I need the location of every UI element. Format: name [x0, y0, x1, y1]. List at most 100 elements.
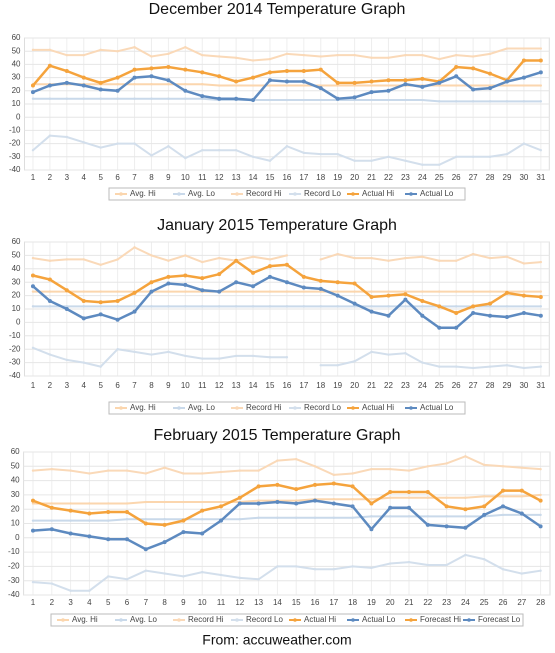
data-point — [369, 501, 374, 506]
legend-label: Actual Hi — [362, 403, 394, 412]
data-point — [116, 97, 119, 100]
legend-marker — [351, 406, 355, 410]
x-tick-label: 9 — [166, 381, 171, 390]
data-point — [353, 290, 356, 293]
x-tick-label: 14 — [249, 381, 258, 390]
data-point — [539, 493, 542, 497]
data-point — [471, 304, 476, 309]
data-point — [301, 79, 306, 84]
legend-marker — [409, 192, 413, 196]
x-tick-label: 23 — [401, 173, 410, 182]
data-point — [47, 83, 52, 88]
data-point — [454, 259, 458, 262]
data-point — [421, 53, 424, 57]
data-point — [69, 519, 72, 522]
data-point — [438, 365, 441, 368]
data-point — [125, 502, 129, 505]
data-point — [149, 280, 154, 285]
legend-marker — [119, 192, 123, 196]
x-tick-label: 9 — [181, 598, 186, 607]
data-point — [438, 57, 441, 61]
data-point — [201, 83, 204, 86]
data-point — [332, 516, 335, 519]
data-point — [404, 159, 407, 162]
data-point — [184, 97, 187, 100]
data-point — [294, 501, 299, 506]
legend-label: Record Lo — [304, 189, 341, 198]
data-point — [538, 524, 543, 529]
data-point — [184, 46, 187, 49]
legend-marker — [235, 192, 239, 196]
data-point — [162, 522, 167, 527]
data-point — [64, 288, 69, 293]
data-point — [370, 159, 373, 162]
data-point — [268, 159, 272, 162]
data-point — [488, 100, 492, 103]
data-point — [521, 293, 526, 298]
legend-marker — [351, 618, 355, 622]
data-point — [483, 495, 486, 498]
data-point — [488, 301, 493, 306]
data-point — [420, 298, 425, 303]
x-tick-label: 3 — [65, 173, 70, 182]
legend-marker — [61, 618, 65, 622]
data-point — [48, 259, 52, 262]
data-point — [420, 313, 425, 318]
data-point — [116, 348, 119, 351]
x-tick-label: 28 — [486, 381, 495, 390]
data-point — [336, 84, 339, 87]
data-point — [539, 467, 542, 471]
data-point — [267, 70, 272, 75]
data-point — [389, 562, 392, 565]
data-point — [219, 573, 223, 577]
x-tick-label: 8 — [149, 173, 154, 182]
data-point — [183, 273, 188, 278]
data-point — [234, 96, 239, 101]
y-tick-label: 60 — [12, 237, 21, 246]
x-tick-label: 27 — [517, 598, 526, 607]
data-point — [30, 90, 35, 95]
data-point — [167, 83, 170, 86]
series-line — [33, 513, 541, 522]
data-point — [471, 290, 475, 293]
x-tick-label: 16 — [282, 173, 291, 182]
x-tick-label: 13 — [232, 173, 241, 182]
x-tick-label: 4 — [82, 381, 87, 390]
data-point — [200, 70, 205, 75]
data-point — [505, 47, 509, 50]
legend-label: Actual Lo — [420, 403, 454, 412]
data-point — [386, 78, 391, 83]
data-point — [285, 305, 289, 308]
data-point — [267, 264, 272, 269]
data-point — [464, 515, 467, 518]
data-point — [336, 152, 339, 156]
data-point — [201, 260, 204, 264]
y-tick-label: -30 — [9, 358, 21, 367]
data-point — [539, 100, 543, 103]
data-point — [404, 305, 407, 308]
data-point — [389, 515, 392, 518]
data-point — [65, 53, 69, 57]
data-point — [285, 98, 289, 102]
data-point — [217, 84, 221, 87]
data-point — [182, 472, 185, 475]
x-tick-label: 7 — [132, 381, 137, 390]
data-point — [420, 76, 425, 81]
x-tick-label: 12 — [235, 598, 244, 607]
data-point — [31, 149, 35, 152]
data-point — [284, 280, 289, 285]
x-tick-label: 18 — [316, 381, 325, 390]
x-tick-label: 16 — [282, 381, 291, 390]
data-point — [295, 565, 298, 568]
data-point — [464, 496, 467, 499]
legend-label: Avg. Hi — [72, 615, 98, 624]
data-point — [133, 305, 136, 308]
data-point — [407, 515, 411, 518]
data-point — [389, 467, 392, 471]
data-point — [115, 298, 120, 303]
data-point — [144, 518, 147, 521]
legend-label: Avg. Lo — [188, 189, 216, 198]
data-point — [181, 518, 186, 523]
data-point — [149, 74, 154, 79]
data-point — [471, 252, 475, 256]
